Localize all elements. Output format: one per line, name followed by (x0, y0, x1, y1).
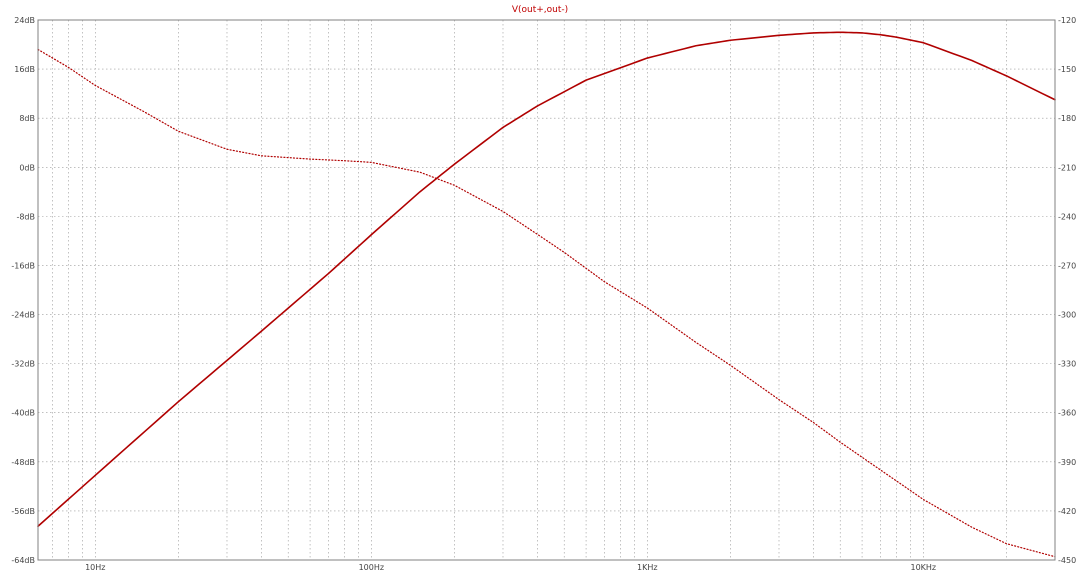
x-tick-label: 1KHz (637, 563, 658, 572)
y2-tick-label: -210 (1058, 163, 1076, 172)
grid (38, 19, 1055, 561)
y-tick-label: -40dB (11, 409, 35, 418)
y-tick-label: 0dB (19, 163, 35, 172)
y-tick-label: -48dB (11, 458, 35, 467)
y-tick-label: -56dB (11, 507, 35, 516)
y-tick-label: -8dB (16, 212, 35, 221)
y2-tick-label: -420 (1058, 507, 1076, 516)
y-tick-label: 16dB (14, 65, 35, 74)
y2-tick-label: -150 (1058, 65, 1076, 74)
y-axis-left: 24dB 16dB 8dB 0dB -8dB -16dB -24dB -32dB -40dB -4… (11, 16, 35, 565)
y2-tick-label: -330 (1058, 360, 1076, 369)
y-tick-label: 24dB (14, 16, 35, 25)
chart-title: V(out+,out-) (512, 5, 568, 15)
y2-tick-label: -450 (1058, 556, 1076, 565)
y2-tick-label: -270 (1058, 261, 1076, 270)
y-tick-label: -32dB (11, 360, 35, 369)
y-tick-label: 8dB (19, 114, 35, 123)
phase-trace (37, 48, 1056, 558)
y2-tick-label: -360 (1058, 409, 1076, 418)
plot-frame (37, 19, 1056, 561)
x-tick-label: 100Hz (359, 563, 384, 572)
y2-tick-label: -180 (1058, 114, 1076, 123)
y2-tick-label: -120 (1058, 16, 1076, 25)
x-axis: 10Hz 100Hz 1KHz 10KHz (85, 563, 936, 572)
traces (37, 31, 1056, 558)
y2-tick-label: -300 (1058, 311, 1076, 320)
magnitude-trace (37, 31, 1056, 528)
y-tick-label: -64dB (11, 556, 35, 565)
x-tick-label: 10Hz (85, 563, 105, 572)
x-tick-label: 10KHz (910, 563, 936, 572)
y-axis-right: -120 -150 -180 -210 -240 -270 -300 -330 -360 -390… (1058, 16, 1076, 565)
y-tick-label: -24dB (11, 311, 35, 320)
y2-tick-label: -240 (1058, 212, 1076, 221)
y2-tick-label: -390 (1058, 458, 1076, 467)
y-tick-label: -16dB (11, 261, 35, 270)
